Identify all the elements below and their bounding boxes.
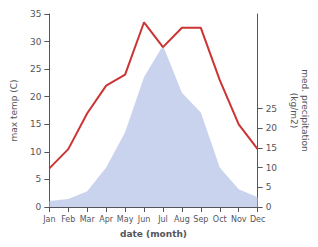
svg-text:May: May	[117, 215, 134, 224]
svg-text:Dec: Dec	[250, 215, 265, 224]
svg-text:25: 25	[266, 104, 277, 114]
svg-text:20: 20	[30, 92, 42, 102]
svg-text:15: 15	[266, 143, 277, 153]
svg-text:Mar: Mar	[80, 215, 96, 224]
svg-text:Aug: Aug	[174, 215, 190, 224]
svg-text:Jul: Jul	[157, 215, 168, 224]
svg-text:Jun: Jun	[137, 215, 151, 224]
svg-text:25: 25	[30, 64, 41, 74]
svg-text:10: 10	[30, 147, 42, 157]
svg-text:0: 0	[266, 202, 272, 212]
svg-text:15: 15	[30, 119, 41, 129]
svg-text:(kg/m2): (kg/m2)	[289, 93, 299, 128]
svg-text:max temp (C): max temp (C)	[9, 79, 19, 141]
svg-text:35: 35	[30, 9, 41, 19]
svg-text:30: 30	[30, 37, 42, 47]
svg-text:Feb: Feb	[61, 215, 75, 224]
svg-text:10: 10	[266, 163, 278, 173]
svg-text:5: 5	[36, 174, 42, 184]
svg-text:Jan: Jan	[42, 215, 55, 224]
svg-text:20: 20	[266, 123, 278, 133]
svg-text:0: 0	[36, 202, 42, 212]
svg-text:Sep: Sep	[193, 215, 208, 224]
svg-text:Nov: Nov	[231, 215, 247, 224]
svg-text:med. precipitation: med. precipitation	[300, 69, 310, 151]
svg-text:Oct: Oct	[213, 215, 227, 224]
svg-text:5: 5	[266, 182, 272, 192]
svg-text:date (month): date (month)	[120, 229, 187, 239]
svg-text:Apr: Apr	[99, 215, 114, 224]
